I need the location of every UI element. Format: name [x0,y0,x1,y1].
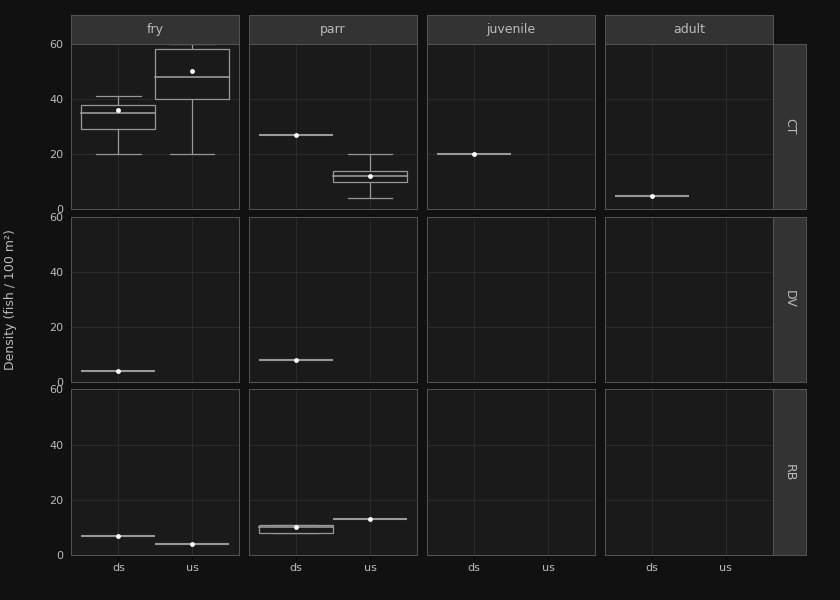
Text: RB: RB [783,464,796,481]
Text: juvenile: juvenile [486,23,536,36]
Bar [81,104,155,130]
Text: Density (fish / 100 m²): Density (fish / 100 m²) [3,230,17,370]
Bar [260,524,333,533]
Text: adult: adult [673,23,705,36]
Bar [155,49,229,99]
Text: CT: CT [783,118,796,135]
Bar [333,171,407,182]
Text: fry: fry [147,23,164,36]
Text: parr: parr [320,23,346,36]
Text: DV: DV [783,290,796,308]
